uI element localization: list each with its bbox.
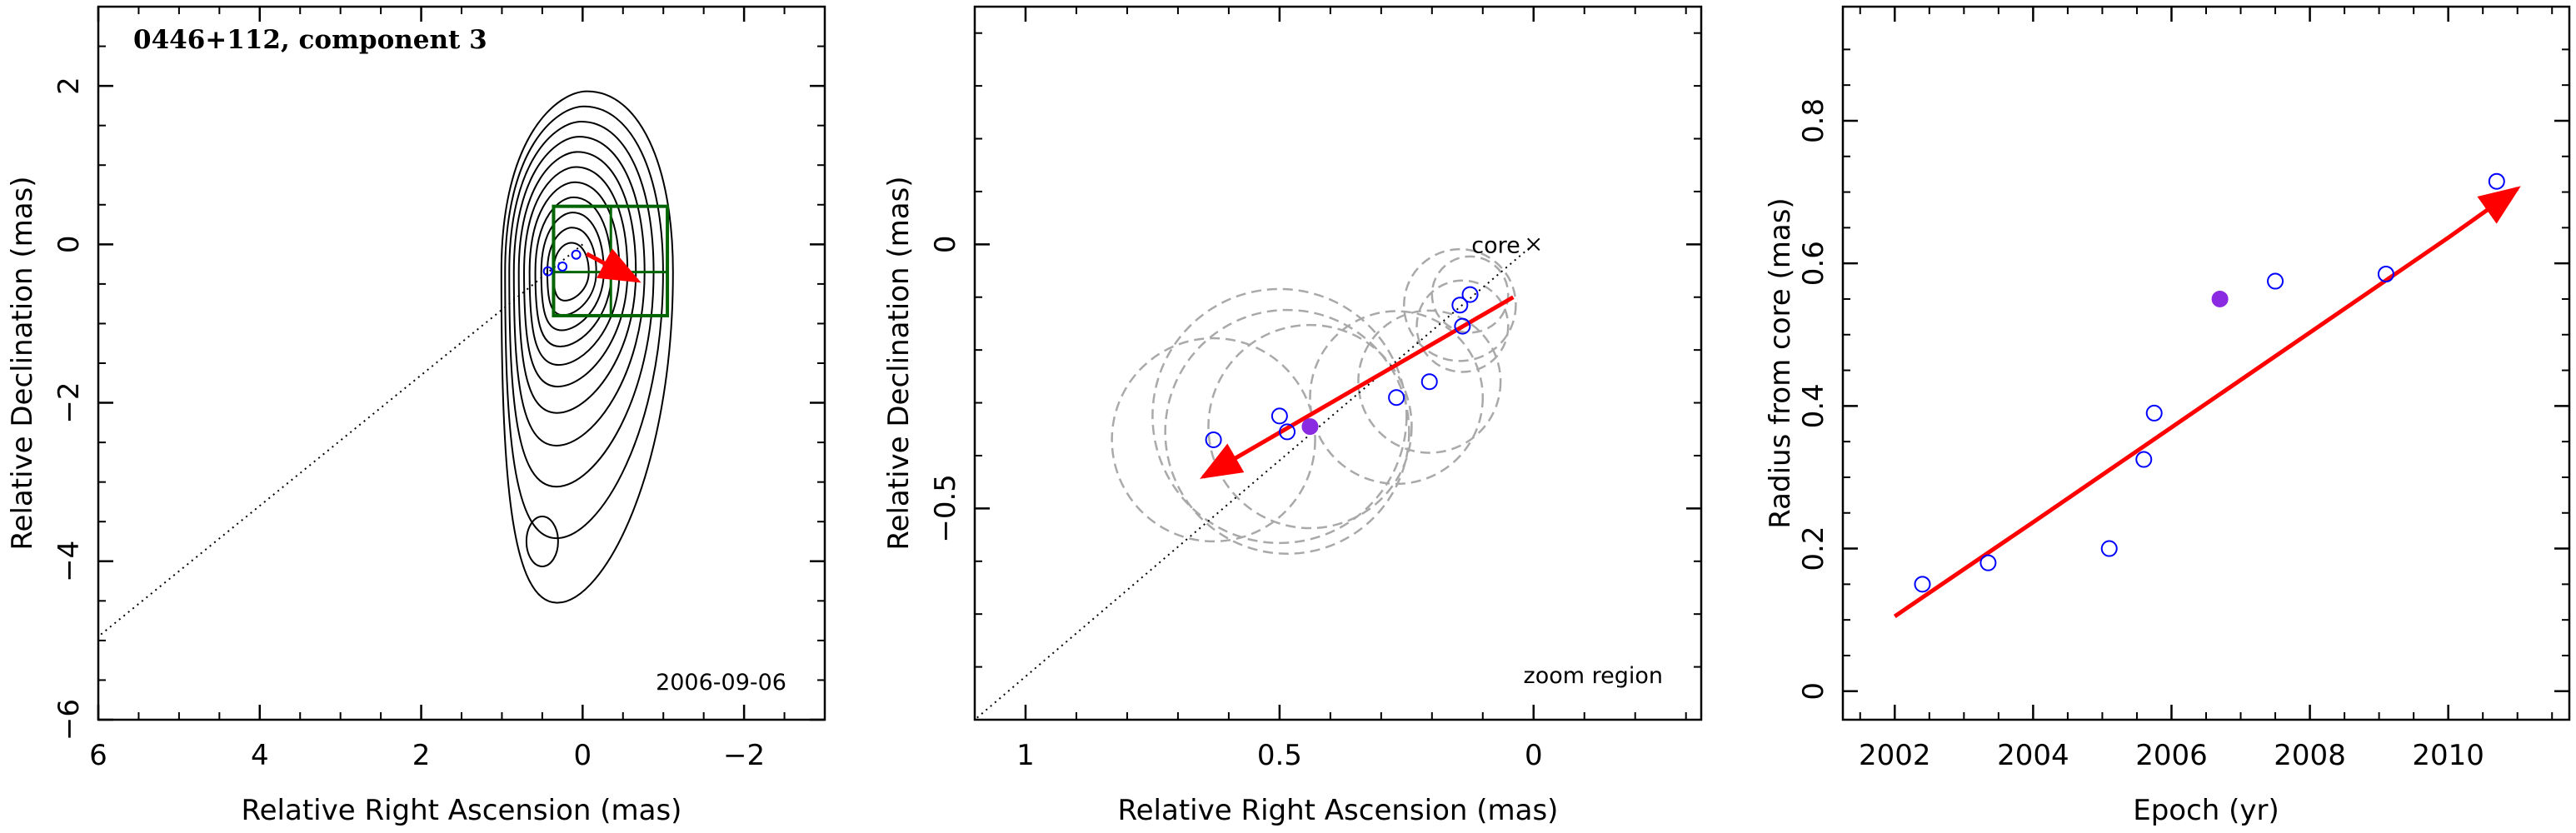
trajectory-line [975,243,1535,720]
component-point [1451,297,1469,314]
contour-level [512,136,646,446]
y-tick-label: 0.4 [1797,383,1830,428]
contour-level [500,90,674,604]
core-label: core [1471,232,1520,258]
component-points [1205,286,1479,448]
zoom-region-label: zoom region [1524,663,1663,689]
trajectory-dotted-line [98,243,583,637]
component-point [1271,407,1288,425]
component-point [1420,373,1438,391]
axis-ticks: 1 0.5 0 −0.5 0 [929,7,1701,772]
plot-frame [973,5,1703,721]
uncertainty-circle [1415,279,1510,373]
uncertainty-circles [1111,247,1517,556]
y-tick-label: 0.2 [1797,526,1830,571]
x-tick-label: 2010 [2412,739,2484,772]
x-tick-label: 0 [574,739,592,772]
data-point [2488,172,2505,190]
plot-frame [1841,5,2571,721]
contour-secondary [525,516,559,567]
uncertainty-circle [1309,310,1485,486]
zoom-box [552,204,670,317]
data-point [2100,540,2118,557]
uncertainty-circle [1357,309,1502,454]
component-point [571,249,582,260]
component-point [557,261,568,272]
contour-level [504,105,664,540]
trajectory-line [98,243,583,637]
y-tick-label: −4 [52,541,86,582]
x-axis-label: Epoch (yr) [2133,794,2279,827]
core-cross [1527,237,1540,252]
x-axis-label: Relative Right Ascension (mas) [1118,794,1559,827]
x-axis-label: Relative Right Ascension (mas) [242,794,682,827]
uncertainty-circle [1403,247,1517,362]
data-point [1914,576,1931,593]
motion-arrow-line [586,248,642,283]
x-tick-label: 2008 [2274,739,2346,772]
data-point [2377,266,2394,282]
panel-title: 0446+112, component 3 [133,25,487,55]
y-tick-label: −2 [52,382,86,423]
y-tick-label: −0.5 [929,474,962,543]
y-tick-label: −6 [52,699,86,741]
x-tick-label: 2 [412,739,431,772]
uncertainty-circle [1430,255,1510,334]
date-label: 2006-09-06 [656,670,786,696]
x-tick-label: 2002 [1859,739,1931,772]
y-tick-label: 0.8 [1797,98,1830,143]
uncertainty-circle [1111,337,1316,543]
motion-arrow [1200,295,1515,479]
x-tick-label: 1 [1016,739,1035,772]
x-tick-label: 2006 [2135,739,2208,772]
data-points [1914,172,2505,593]
component-point [1279,423,1296,441]
x-tick-label: 6 [89,739,107,772]
contour-level [528,181,621,367]
data-point [1979,554,1997,571]
uncertainty-circle [1207,323,1413,530]
y-axis-label: Relative Declination (mas) [882,176,916,550]
x-tick-label: 0 [1525,739,1543,772]
y-tick-label: 0 [1797,682,1830,701]
component-point [542,266,553,277]
y-tick-label: 0 [52,236,86,254]
component-point [1388,389,1405,407]
fit-curve [1893,186,2521,618]
motion-arrow-line [1200,295,1515,479]
x-tick-label: 4 [251,739,269,772]
plot-frame [97,5,826,721]
contour-level [508,120,655,488]
y-axis-label: Relative Declination (mas) [6,176,39,550]
contour-lines [500,90,674,604]
y-axis-label: Radius from core (mas) [1764,197,1797,528]
y-tick-label: 0.6 [1797,241,1830,286]
axis-ticks: 6 4 2 0 −2 −6 −4 −2 0 2 [52,7,825,772]
data-point [2145,404,2163,421]
component-point [1461,286,1479,303]
highlight-point [1301,418,1319,436]
axis-ticks: 2002 2004 2006 2008 2010 0 0.2 0.4 0.6 0.8 [1797,7,2569,772]
y-tick-label: 0 [929,236,962,254]
component-point [1454,317,1471,335]
data-point [2135,451,2153,468]
x-tick-label: −2 [723,739,765,772]
fit-curve-line [1893,186,2521,618]
uncertainty-circle [1151,287,1408,545]
uncertainty-circle [1164,308,1410,556]
panel-contour-map: 6 4 2 0 −2 −6 −4 −2 0 2 0446+112, component 3 200… [6,5,826,827]
data-point [2267,272,2284,290]
x-tick-label: 2004 [1997,739,2069,772]
component-points [542,249,582,277]
x-tick-label: 0.5 [1257,739,1302,772]
motion-arrow [586,248,642,283]
highlight-point [2211,290,2229,307]
y-tick-label: 2 [52,77,86,95]
trajectory-dotted-line [975,243,1535,720]
core-marker [1527,237,1540,252]
component-point [1205,431,1222,448]
panel-zoom-region: 1 0.5 0 −0.5 0 core zoom region Relative Rig… [882,5,1703,827]
panel-radius-vs-epoch: 2002 2004 2006 2008 2010 0 0.2 0.4 0.6 0.8 Epoch … [1764,5,2571,827]
